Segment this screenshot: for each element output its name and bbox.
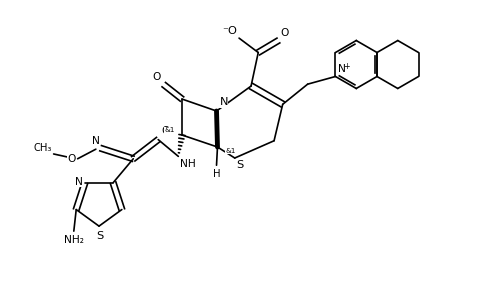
Text: H: H [212,169,220,179]
Text: S: S [96,231,103,241]
Text: O: O [152,72,160,82]
Text: N: N [219,97,228,107]
Text: NH₂: NH₂ [64,235,84,245]
Text: O: O [67,154,75,164]
Text: N: N [75,177,83,187]
Text: O: O [280,28,288,38]
Text: NH: NH [180,159,195,169]
Text: &1: &1 [164,127,174,133]
Text: +: + [342,62,348,71]
Text: N: N [337,64,345,74]
Text: &1: &1 [225,148,235,154]
Text: ⁻O: ⁻O [221,26,236,36]
Text: CH₃: CH₃ [33,143,52,153]
Text: N: N [92,136,99,146]
Text: O: O [161,126,169,136]
Text: S: S [236,160,243,170]
